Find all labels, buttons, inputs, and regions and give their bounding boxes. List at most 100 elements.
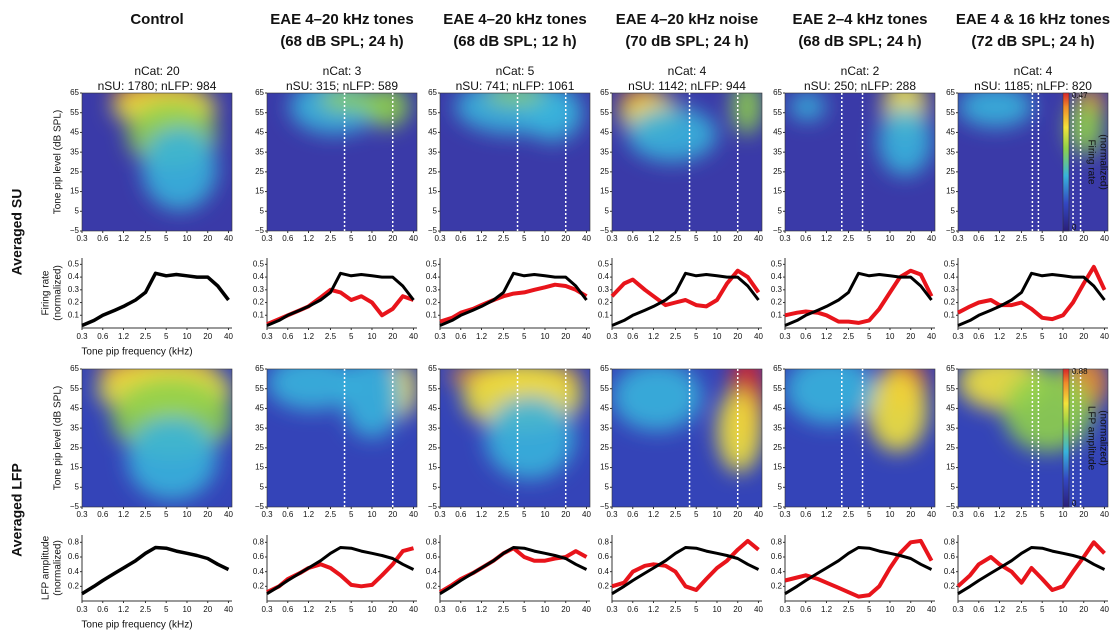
y-tick-label: 15 bbox=[946, 463, 955, 472]
y-tick-label: 65 bbox=[946, 364, 955, 373]
heat-blob bbox=[485, 396, 575, 480]
x-tick-label: 2.5 bbox=[498, 234, 510, 243]
x-tick-label: 20 bbox=[906, 234, 915, 243]
y-tick-label: 5 bbox=[778, 206, 783, 215]
y-tick-label: 0.1 bbox=[771, 310, 783, 319]
heat-blob bbox=[717, 389, 762, 473]
x-tick-label: 0.6 bbox=[282, 510, 294, 519]
x-tick-label: 10 bbox=[183, 510, 192, 519]
y-tick-label: −5 bbox=[946, 226, 956, 235]
x-tick-label: 20 bbox=[733, 510, 742, 519]
x-tick-label: 1.2 bbox=[821, 332, 833, 341]
x-tick-label: 0.6 bbox=[973, 510, 985, 519]
x-tick-label: 10 bbox=[886, 332, 895, 341]
y-tick-label: 0.2 bbox=[771, 298, 783, 307]
y-tick-label: 0.1 bbox=[68, 310, 80, 319]
y-tick-label: 0.2 bbox=[426, 298, 438, 307]
x-tick-label: 1.2 bbox=[118, 332, 130, 341]
x-tick-label: 0.6 bbox=[97, 605, 109, 614]
x-tick-label: 40 bbox=[754, 332, 763, 341]
y-tick-label: 0.6 bbox=[68, 552, 80, 561]
heatmap-frame bbox=[784, 368, 936, 508]
x-tick-label: 10 bbox=[886, 510, 895, 519]
x-tick-label: 20 bbox=[203, 234, 212, 243]
colorbar-max: 0.47 bbox=[1072, 91, 1088, 100]
y-tick-label: 0.4 bbox=[68, 272, 80, 281]
x-tick-label: 0.6 bbox=[455, 234, 467, 243]
exposed-curve bbox=[610, 268, 761, 309]
y-tick-label: 0.8 bbox=[426, 537, 438, 546]
exposed-curve bbox=[956, 540, 1106, 592]
y-tick-label: 0.5 bbox=[68, 259, 80, 268]
y-tick-label: 5 bbox=[260, 206, 265, 215]
column-title: EAE 4–20 kHz tones bbox=[443, 11, 586, 28]
x-tick-label: 10 bbox=[541, 605, 550, 614]
x-tick-label: 20 bbox=[561, 332, 570, 341]
heat-blob bbox=[627, 106, 717, 162]
x-tick-label: 1.2 bbox=[118, 605, 130, 614]
exposed-curve bbox=[438, 546, 588, 594]
y-tick-label: 0.2 bbox=[598, 298, 610, 307]
y-tick-label: 25 bbox=[600, 443, 609, 452]
y-tick-label: −5 bbox=[428, 502, 438, 511]
y-tick-label: 35 bbox=[600, 147, 609, 156]
x-tick-label: 20 bbox=[1079, 234, 1088, 243]
x-tick-label: 0.3 bbox=[434, 510, 446, 519]
heatmap bbox=[82, 369, 232, 507]
x-tick-label: 0.3 bbox=[76, 332, 88, 341]
y-tick-label: 55 bbox=[70, 108, 79, 117]
column-title: EAE 2–4 kHz tones bbox=[792, 11, 927, 28]
x-axis-label: Tone pip frequency (kHz) bbox=[81, 347, 192, 358]
x-tick-label: 0.3 bbox=[952, 605, 964, 614]
y-tick-label: 25 bbox=[255, 167, 264, 176]
heat-blob bbox=[789, 93, 826, 121]
x-tick-label: 0.6 bbox=[97, 510, 109, 519]
y-tick-label: −5 bbox=[600, 226, 610, 235]
heat-blob bbox=[267, 369, 357, 411]
x-tick-label: 10 bbox=[541, 510, 550, 519]
x-tick-label: 20 bbox=[388, 605, 397, 614]
column-title: (70 dB SPL; 24 h) bbox=[625, 33, 748, 50]
heatmap-frame bbox=[266, 368, 418, 508]
y-tick-label: −5 bbox=[946, 502, 956, 511]
x-tick-label: 20 bbox=[906, 605, 915, 614]
unit-count: nSU: 1780; nLFP: 984 bbox=[98, 79, 217, 93]
y-tick-label: 0.4 bbox=[253, 272, 265, 281]
heatmap bbox=[267, 93, 417, 231]
x-tick-label: 2.5 bbox=[1016, 605, 1028, 614]
x-tick-label: 10 bbox=[183, 605, 192, 614]
y-tick-label: 65 bbox=[773, 364, 782, 373]
x-tick-label: 5 bbox=[349, 510, 354, 519]
x-tick-label: 2.5 bbox=[843, 332, 855, 341]
x-tick-label: 5 bbox=[164, 332, 169, 341]
heatmap-blobs bbox=[958, 93, 1105, 156]
y-tick-label: 0.3 bbox=[771, 285, 783, 294]
x-tick-label: 2.5 bbox=[843, 510, 855, 519]
y-tick-label: 5 bbox=[433, 206, 438, 215]
x-tick-label: 40 bbox=[409, 605, 418, 614]
x-tick-label: 1.2 bbox=[303, 605, 315, 614]
y-tick-label: 0.4 bbox=[68, 567, 80, 576]
heat-blob bbox=[785, 369, 875, 425]
y-tick-label: 25 bbox=[428, 167, 437, 176]
y-tick-label: 0.8 bbox=[253, 537, 265, 546]
x-tick-label: 20 bbox=[906, 332, 915, 341]
x-tick-label: 5 bbox=[867, 605, 872, 614]
heatmap-frame bbox=[81, 368, 233, 508]
heatmap bbox=[440, 93, 590, 231]
y-axis-label: (normalized) bbox=[53, 265, 64, 321]
x-tick-label: 40 bbox=[224, 510, 233, 519]
x-tick-label: 0.6 bbox=[97, 234, 109, 243]
y-tick-label: 45 bbox=[600, 404, 609, 413]
x-tick-label: 0.3 bbox=[434, 234, 446, 243]
y-tick-label: −5 bbox=[70, 502, 80, 511]
x-tick-label: 5 bbox=[694, 605, 699, 614]
y-tick-label: −5 bbox=[600, 502, 610, 511]
x-tick-label: 10 bbox=[713, 510, 722, 519]
x-tick-label: 10 bbox=[368, 605, 377, 614]
y-tick-label: 0.5 bbox=[771, 259, 783, 268]
unit-count: nSU: 1142; nLFP: 944 bbox=[628, 79, 746, 93]
control-curve bbox=[611, 271, 760, 327]
y-tick-label: 55 bbox=[255, 384, 264, 393]
